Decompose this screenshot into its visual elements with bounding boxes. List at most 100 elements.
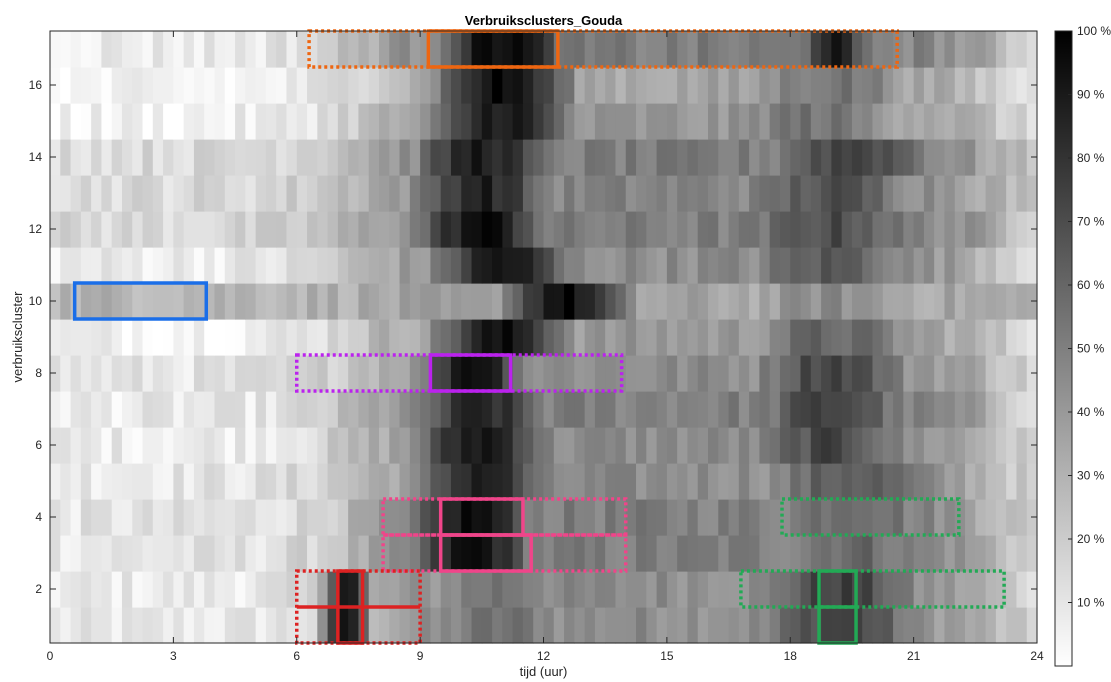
y-axis-label: verbruikscluster	[10, 291, 25, 383]
heatmap-cell	[50, 607, 61, 644]
heatmap-cell	[872, 283, 884, 320]
heatmap-cell	[636, 283, 647, 320]
heatmap-cell	[800, 607, 812, 644]
heatmap-cell	[1026, 103, 1038, 140]
heatmap-cell	[420, 139, 432, 176]
heatmap-cell	[337, 139, 349, 176]
heatmap-cell	[913, 283, 925, 320]
heatmap-cell	[224, 211, 236, 248]
heatmap-cell	[379, 211, 390, 248]
heatmap-cell	[502, 319, 514, 356]
heatmap-cell	[995, 463, 1007, 500]
heatmap-cell	[265, 463, 277, 500]
heatmap-cell	[841, 391, 853, 428]
heatmap-cell	[636, 499, 647, 536]
heatmap-cell	[841, 103, 853, 140]
heatmap-cell	[738, 571, 750, 608]
heatmap-cell	[183, 499, 195, 536]
heatmap-cell	[80, 499, 92, 536]
y-tick-label: 8	[35, 366, 42, 380]
annotation-box	[72, 281, 209, 321]
heatmap-cell	[440, 31, 452, 68]
heatmap-cell	[142, 391, 154, 428]
heatmap-cell	[553, 247, 565, 284]
heatmap-cell	[975, 175, 987, 212]
heatmap-cell	[543, 175, 555, 212]
heatmap-cell	[985, 427, 997, 464]
heatmap-cell	[564, 175, 575, 212]
heatmap-cell	[697, 463, 709, 500]
heatmap-cell	[666, 247, 678, 284]
heatmap-cell	[132, 571, 144, 608]
heatmap-cell	[296, 427, 308, 464]
heatmap-cell	[944, 247, 956, 284]
heatmap-cell	[142, 427, 154, 464]
heatmap-cell	[810, 67, 822, 104]
heatmap-cell	[60, 499, 72, 536]
heatmap-cell	[975, 319, 987, 356]
heatmap-cell	[708, 103, 719, 140]
y-tick-label: 2	[35, 582, 42, 596]
heatmap-cell	[697, 535, 709, 572]
heatmap-cell	[1016, 355, 1028, 392]
heatmap-cell	[810, 283, 822, 320]
heatmap-cell	[574, 607, 586, 644]
heatmap-cell	[831, 139, 843, 176]
heatmap-cell	[697, 391, 709, 428]
heatmap-cell	[779, 103, 791, 140]
heatmap-cell	[728, 571, 740, 608]
heatmap-cell	[111, 391, 123, 428]
heatmap-cell	[142, 607, 154, 644]
heatmap-cell	[543, 535, 555, 572]
heatmap-cell	[718, 535, 730, 572]
heatmap-cell	[687, 283, 699, 320]
heatmap-cell	[317, 535, 329, 572]
heatmap-cell	[965, 463, 976, 500]
heatmap-cell	[995, 427, 1007, 464]
heatmap-cell	[882, 283, 894, 320]
heatmap-cell	[594, 283, 606, 320]
heatmap-cell	[965, 31, 976, 68]
heatmap-cell	[934, 139, 946, 176]
heatmap-cell	[296, 211, 308, 248]
heatmap-cell	[481, 463, 493, 500]
heatmap-cell	[111, 247, 123, 284]
heatmap-cell	[379, 175, 390, 212]
heatmap-cell	[584, 283, 596, 320]
heatmap-cell	[759, 103, 771, 140]
heatmap-cell	[163, 355, 174, 392]
colorbar-tick-label: 80 %	[1077, 151, 1105, 165]
heatmap-cell	[276, 139, 288, 176]
heatmap-cell	[132, 463, 144, 500]
heatmap-cell	[944, 319, 956, 356]
heatmap-cell	[121, 535, 133, 572]
heatmap-cell	[471, 103, 483, 140]
heatmap-cell	[214, 463, 226, 500]
heatmap-cell	[461, 247, 473, 284]
heatmap-cell	[461, 31, 473, 68]
heatmap-cell	[584, 139, 596, 176]
heatmap-cell	[954, 391, 966, 428]
heatmap-cell	[677, 607, 689, 644]
heatmap-cell	[666, 571, 678, 608]
heatmap-cell	[944, 103, 956, 140]
heatmap-cell	[379, 319, 390, 356]
heatmap-cell	[934, 391, 946, 428]
heatmap-cell	[296, 175, 308, 212]
heatmap-cell	[553, 499, 565, 536]
heatmap-cell	[533, 463, 545, 500]
heatmap-cell	[317, 175, 329, 212]
heatmap-cell	[409, 391, 421, 428]
heatmap-cell	[121, 283, 133, 320]
heatmap-cell	[903, 535, 915, 572]
heatmap-cell	[831, 247, 843, 284]
heatmap-cell	[821, 67, 832, 104]
heatmap-cell	[718, 391, 730, 428]
heatmap-cell	[471, 175, 483, 212]
heatmap-cell	[348, 103, 360, 140]
heatmap-cell	[584, 247, 596, 284]
heatmap-cell	[708, 139, 719, 176]
heatmap-cell	[461, 355, 473, 392]
heatmap-cell	[790, 427, 802, 464]
heatmap-cell	[882, 355, 894, 392]
